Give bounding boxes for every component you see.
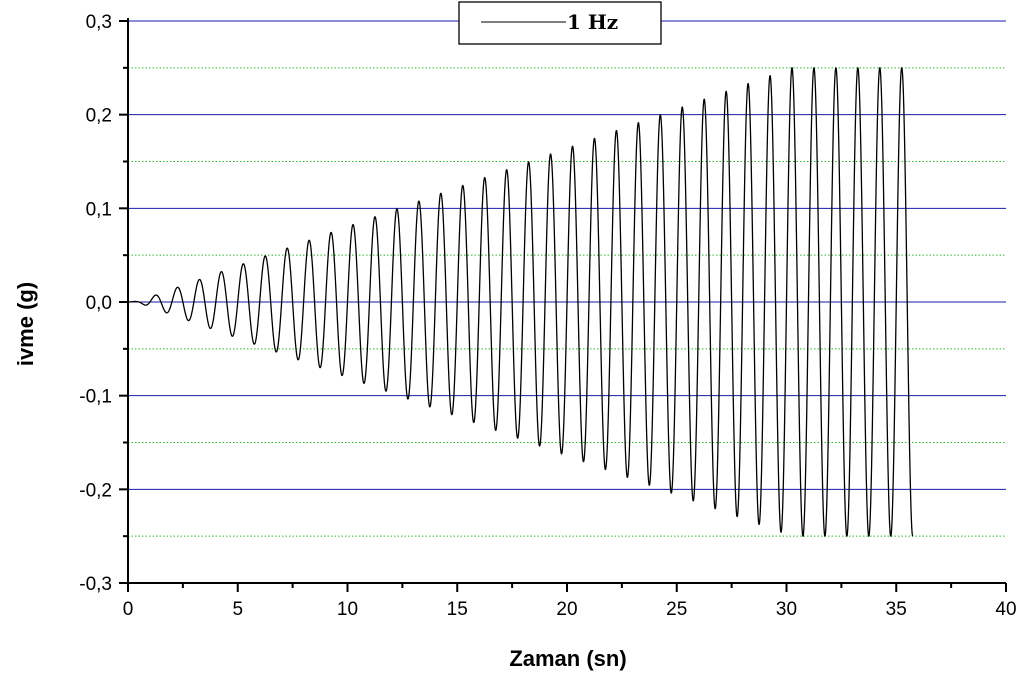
series-peak-point xyxy=(440,190,442,192)
x-tick-label: 10 xyxy=(337,599,358,620)
series-peak-point xyxy=(198,277,200,279)
x-axis-ticks: 0 5 10 15 20 25 30 35 40 xyxy=(123,583,1017,620)
series-peak-point xyxy=(550,151,552,153)
legend-entry-1hz: 1 Hz xyxy=(567,10,618,34)
y-axis-title: ivme (g) xyxy=(13,282,38,366)
series-peak-point xyxy=(330,230,332,232)
series-peak-point xyxy=(154,293,156,295)
y-tick-label: 0,2 xyxy=(86,106,112,127)
series-line-1hz xyxy=(127,67,914,537)
series-peak-point xyxy=(703,97,705,99)
legend-box xyxy=(458,1,662,45)
y-tick-label: 0,3 xyxy=(86,12,112,33)
x-tick-label: 5 xyxy=(232,599,243,620)
x-tick-label: 30 xyxy=(776,599,797,620)
series-peak-point xyxy=(681,104,683,106)
y-axis-ticks: -0,3 -0,2 -0,1 0,0 0,1 0,2 0,3 xyxy=(79,12,128,595)
series-peak-point xyxy=(506,167,508,169)
series-peak-point xyxy=(725,88,727,90)
x-tick-label: 40 xyxy=(995,599,1016,620)
series-peak-point xyxy=(286,246,288,248)
x-tick-label: 15 xyxy=(447,599,468,620)
x-tick-label: 20 xyxy=(556,599,577,620)
x-tick-label: 25 xyxy=(666,599,687,620)
x-tick-label: 35 xyxy=(886,599,907,620)
y-tick-label: -0,3 xyxy=(79,574,112,595)
series-layer xyxy=(127,67,914,537)
x-tick-label: 0 xyxy=(123,599,134,620)
series-peak-point xyxy=(220,269,222,271)
series-peak-point xyxy=(571,144,573,146)
series-peak-point xyxy=(637,120,639,122)
legend: 1 Hz xyxy=(458,1,662,45)
minor-gridlines xyxy=(128,67,1006,537)
series-peak-point xyxy=(747,81,749,83)
series-peak-point xyxy=(462,183,464,185)
y-tick-label: 0,0 xyxy=(86,293,112,314)
series-peak-point xyxy=(615,128,617,130)
y-tick-label: -0,2 xyxy=(79,480,112,501)
y-tick-label: -0,1 xyxy=(79,387,112,408)
y-tick-label: 0,1 xyxy=(86,199,112,220)
series-peak-point xyxy=(374,214,376,216)
x-axis-title: Zaman (sn) xyxy=(509,646,626,671)
